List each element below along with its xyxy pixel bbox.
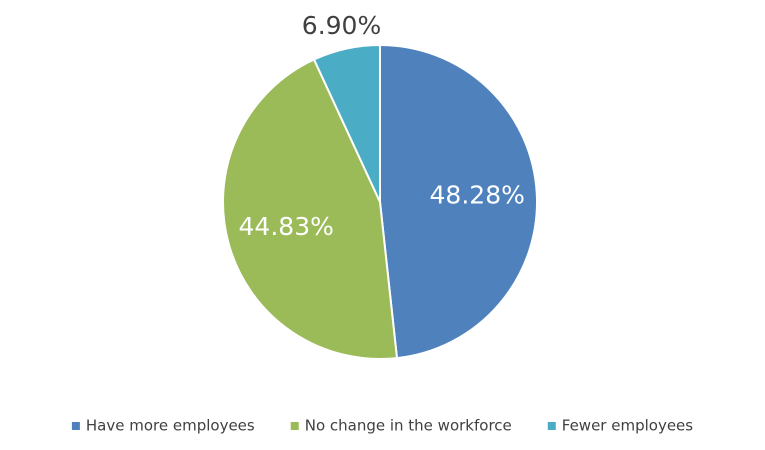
legend-item: Fewer employees <box>547 417 694 435</box>
legend-label: Fewer employees <box>562 417 694 435</box>
legend-label: Have more employees <box>86 417 255 435</box>
legend-label: No change in the workforce <box>305 417 512 435</box>
data-label: 48.28% <box>430 181 525 210</box>
data-label: 44.83% <box>239 212 334 241</box>
pie-slice <box>312 43 381 203</box>
legend-item: No change in the workforce <box>290 417 512 435</box>
data-label: 6.90% <box>302 11 381 40</box>
legend-item: Have more employees <box>71 417 255 435</box>
legend-swatch <box>290 422 299 430</box>
pie-slice <box>222 58 399 360</box>
pie-slice <box>379 43 538 360</box>
legend-swatch <box>71 422 80 430</box>
legend-swatch <box>547 422 556 430</box>
